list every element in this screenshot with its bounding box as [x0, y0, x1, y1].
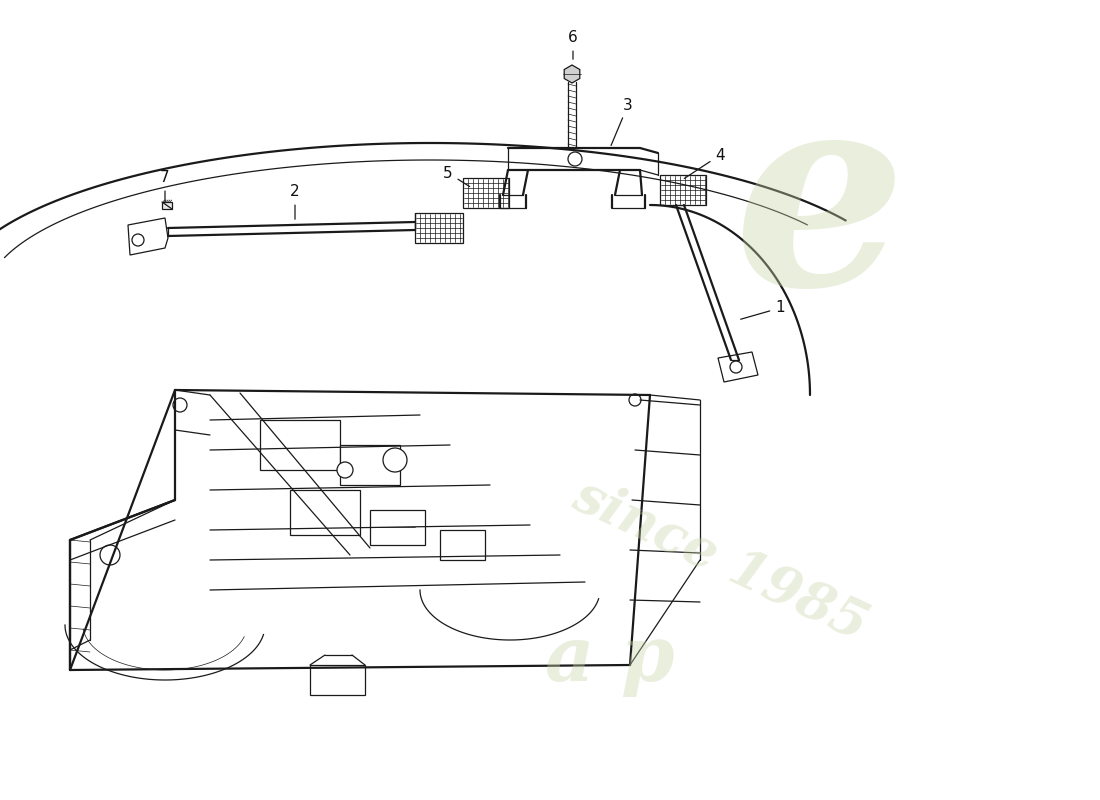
Circle shape	[173, 398, 187, 412]
Circle shape	[132, 234, 144, 246]
Text: 7: 7	[161, 170, 169, 202]
Bar	[370, 510, 425, 545]
Text: 6: 6	[568, 30, 578, 59]
Bar	[162, 202, 172, 209]
Polygon shape	[718, 352, 758, 382]
Polygon shape	[564, 65, 580, 83]
Circle shape	[100, 545, 120, 565]
Text: 4: 4	[684, 147, 725, 178]
Bar	[440, 530, 485, 560]
Bar	[290, 490, 360, 535]
Text: e: e	[734, 78, 906, 342]
Bar	[260, 420, 340, 470]
Bar	[415, 213, 463, 243]
Bar	[340, 445, 400, 485]
Circle shape	[629, 394, 641, 406]
Bar	[660, 175, 706, 205]
Text: a p: a p	[546, 623, 674, 697]
Text: since 1985: since 1985	[564, 470, 876, 650]
Bar	[310, 665, 365, 695]
Circle shape	[337, 462, 353, 478]
Circle shape	[568, 152, 582, 166]
Text: 2: 2	[290, 185, 300, 219]
Text: 5: 5	[443, 166, 470, 186]
Text: 1: 1	[740, 301, 784, 319]
Circle shape	[730, 361, 743, 373]
Text: 3: 3	[612, 98, 632, 146]
Circle shape	[383, 448, 407, 472]
Bar	[463, 178, 509, 208]
Polygon shape	[128, 218, 168, 255]
